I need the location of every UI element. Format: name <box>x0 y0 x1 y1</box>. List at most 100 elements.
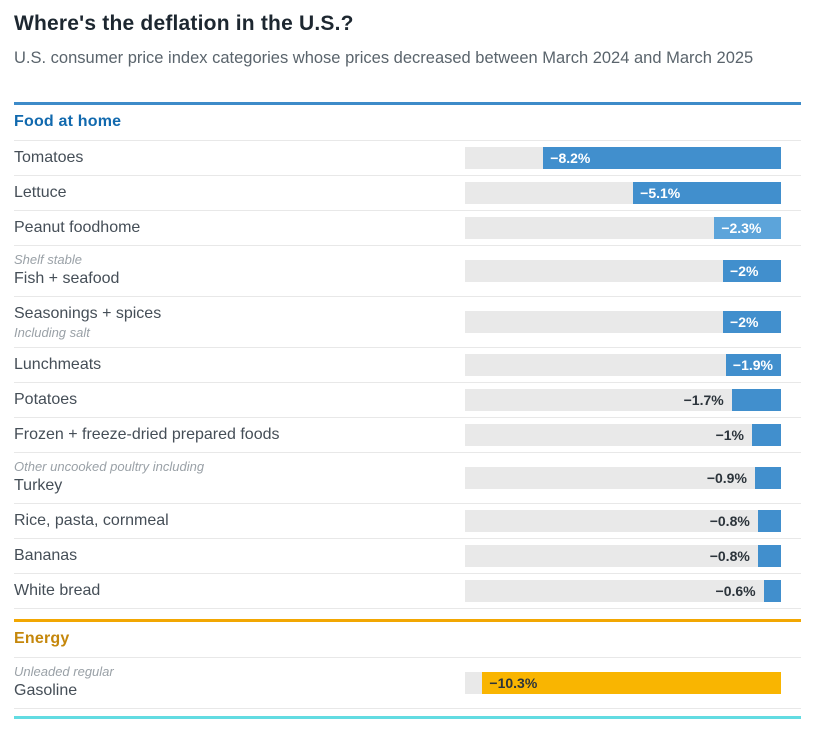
value-label-inside: −2.3% <box>721 219 762 236</box>
chart-row: Frozen + freeze-dried prepared foods −1% <box>14 418 801 453</box>
value-label-inside: −2% <box>730 313 759 330</box>
bar-track: −5.1% <box>465 181 781 204</box>
row-label: Lunchmeats <box>14 355 102 373</box>
row-label-cell: Shelf stable Fish + seafood <box>14 252 465 290</box>
value-label-outside: −1.7% <box>683 391 724 408</box>
value-label-inside: −2% <box>730 262 759 279</box>
row-sublabel-bottom: Including salt <box>14 324 90 340</box>
row-label-cell: Peanut foodhome <box>14 217 465 239</box>
value-bar[interactable] <box>731 388 781 411</box>
bar-track: −1.9% <box>465 353 781 376</box>
row-sublabel-top: Unleaded regular <box>14 663 114 679</box>
row-label-cell: Lettuce <box>14 182 465 204</box>
next-section-accent-line <box>14 715 801 719</box>
value-bar[interactable] <box>752 423 781 446</box>
row-label: Lettuce <box>14 183 67 201</box>
chart-row: Seasonings + spices Including salt −2% <box>14 297 801 348</box>
row-label-cell: Unleaded regular Gasoline <box>14 664 465 702</box>
bar-track: −0.8% <box>465 509 781 532</box>
row-label: Rice, pasta, cornmeal <box>14 511 169 529</box>
value-label-inside: −10.3% <box>489 674 538 691</box>
footer-spacer <box>14 709 801 716</box>
value-bar[interactable]: −10.3% <box>482 671 781 694</box>
chart-row: Unleaded regular Gasoline −10.3% <box>14 658 801 709</box>
bar-track: −0.8% <box>465 544 781 567</box>
row-label-cell: Rice, pasta, cornmeal <box>14 510 465 532</box>
chart-row: Rice, pasta, cornmeal −0.8% <box>14 504 801 539</box>
row-label: Fish + seafood <box>14 269 120 287</box>
row-label: Tomatoes <box>14 148 84 166</box>
value-bar[interactable] <box>763 579 781 602</box>
chart-row: Shelf stable Fish + seafood −2% <box>14 246 801 297</box>
value-label-outside: −0.8% <box>709 547 750 564</box>
section-header: Food at home <box>14 101 801 141</box>
value-label-inside: −1.9% <box>732 356 774 373</box>
row-bar-cell: −0.9% <box>465 466 781 489</box>
row-label-cell: Tomatoes <box>14 147 465 169</box>
section-rows: Tomatoes −8.2% Lettuce −5.1% <box>14 141 801 609</box>
value-bar[interactable]: −8.2% <box>543 146 781 169</box>
row-bar-cell: −2.3% <box>465 216 781 239</box>
row-label-cell: Lunchmeats <box>14 354 465 376</box>
row-bar-cell: −0.8% <box>465 509 781 532</box>
row-sublabel-top: Other uncooked poultry including <box>14 458 205 474</box>
section-title: Food at home <box>14 112 122 130</box>
value-bar[interactable]: −2% <box>723 310 781 333</box>
section-rows: Unleaded regular Gasoline −10.3% <box>14 658 801 709</box>
value-bar[interactable] <box>757 509 781 532</box>
row-label: Peanut foodhome <box>14 218 141 236</box>
bar-track: −0.9% <box>465 466 781 489</box>
row-sublabel-top: Shelf stable <box>14 251 82 267</box>
value-bar[interactable]: −2% <box>723 259 781 282</box>
row-bar-cell: −1% <box>465 423 781 446</box>
chart-row: Tomatoes −8.2% <box>14 141 801 176</box>
chart-title: Where's the deflation in the U.S.? <box>14 12 354 35</box>
chart-row: Other uncooked poultry including Turkey … <box>14 453 801 504</box>
value-label-outside: −1% <box>715 426 745 443</box>
chart-section: Energy Unleaded regular Gasoline −10.3% <box>14 618 801 709</box>
row-bar-cell: −10.3% <box>465 671 781 694</box>
bar-track: −0.6% <box>465 579 781 602</box>
bar-track: −10.3% <box>465 671 781 694</box>
row-bar-cell: −1.9% <box>465 353 781 376</box>
row-label: Frozen + freeze-dried prepared foods <box>14 425 280 443</box>
row-label-cell: Other uncooked poultry including Turkey <box>14 459 465 497</box>
chart-row: Potatoes −1.7% <box>14 383 801 418</box>
bar-track: −2% <box>465 259 781 282</box>
bar-track: −1% <box>465 423 781 446</box>
value-label-inside: −8.2% <box>550 149 591 166</box>
row-label-cell: Bananas <box>14 545 465 567</box>
value-bar[interactable]: −2.3% <box>714 216 781 239</box>
chart-sections: Food at home Tomatoes −8.2% Lettuce <box>14 101 801 709</box>
row-label-cell: White bread <box>14 580 465 602</box>
chart-section: Food at home Tomatoes −8.2% Lettuce <box>14 101 801 609</box>
bar-track: −8.2% <box>465 146 781 169</box>
chart-row: White bread −0.6% <box>14 574 801 609</box>
value-label-inside: −5.1% <box>640 184 681 201</box>
row-label: Bananas <box>14 546 78 564</box>
value-bar[interactable]: −5.1% <box>633 181 781 204</box>
row-bar-cell: −0.6% <box>465 579 781 602</box>
row-bar-cell: −2% <box>465 310 781 333</box>
row-label: Potatoes <box>14 390 78 408</box>
bar-track: −2% <box>465 310 781 333</box>
value-label-outside: −0.8% <box>709 512 750 529</box>
bar-track: −2.3% <box>465 216 781 239</box>
value-label-outside: −0.6% <box>715 582 756 599</box>
value-bar[interactable] <box>754 466 781 489</box>
chart-row: Bananas −0.8% <box>14 539 801 574</box>
chart-row: Lettuce −5.1% <box>14 176 801 211</box>
row-label-cell: Potatoes <box>14 389 465 411</box>
chart-subtitle: U.S. consumer price index categories who… <box>14 49 754 67</box>
chart-row: Peanut foodhome −2.3% <box>14 211 801 246</box>
value-bar[interactable]: −1.9% <box>725 353 781 376</box>
row-label-cell: Frozen + freeze-dried prepared foods <box>14 424 465 446</box>
value-bar[interactable] <box>757 544 781 567</box>
section-header: Energy <box>14 618 801 658</box>
row-bar-cell: −8.2% <box>465 146 781 169</box>
row-label: Turkey <box>14 476 63 494</box>
row-label: Gasoline <box>14 681 78 699</box>
row-label: Seasonings + spices <box>14 304 162 322</box>
value-label-outside: −0.9% <box>706 469 747 486</box>
